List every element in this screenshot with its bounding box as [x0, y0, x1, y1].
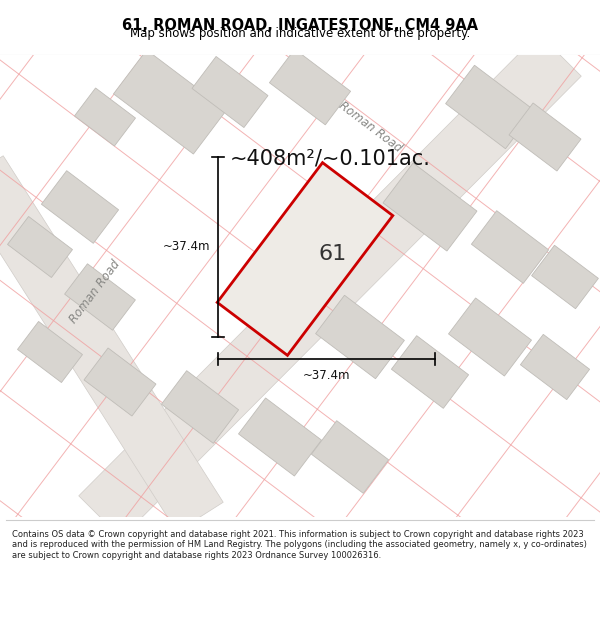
Polygon shape	[161, 371, 239, 443]
Polygon shape	[8, 216, 73, 278]
Text: 61: 61	[319, 244, 347, 264]
Polygon shape	[84, 348, 156, 416]
Polygon shape	[532, 245, 598, 309]
Polygon shape	[217, 162, 393, 356]
Text: Roman Road: Roman Road	[336, 99, 404, 155]
Polygon shape	[391, 336, 469, 408]
Polygon shape	[17, 321, 82, 382]
Text: ~37.4m: ~37.4m	[303, 369, 350, 382]
Polygon shape	[239, 398, 322, 476]
Text: Roman Road: Roman Road	[67, 258, 123, 326]
Polygon shape	[446, 65, 535, 149]
Polygon shape	[383, 163, 477, 251]
Text: 61, ROMAN ROAD, INGATESTONE, CM4 9AA: 61, ROMAN ROAD, INGATESTONE, CM4 9AA	[122, 18, 478, 32]
Text: ~37.4m: ~37.4m	[163, 241, 210, 254]
Polygon shape	[0, 156, 223, 532]
Polygon shape	[74, 88, 136, 146]
Polygon shape	[472, 211, 548, 283]
Text: Contains OS data © Crown copyright and database right 2021. This information is : Contains OS data © Crown copyright and d…	[12, 530, 587, 560]
Text: ~408m²/~0.101ac.: ~408m²/~0.101ac.	[230, 149, 430, 169]
Polygon shape	[509, 103, 581, 171]
Polygon shape	[311, 421, 389, 493]
Polygon shape	[41, 171, 119, 243]
Polygon shape	[65, 264, 136, 330]
Text: Map shows position and indicative extent of the property.: Map shows position and indicative extent…	[130, 27, 470, 39]
Polygon shape	[520, 334, 590, 399]
Polygon shape	[192, 56, 268, 128]
Polygon shape	[449, 298, 532, 376]
Polygon shape	[79, 34, 581, 538]
Polygon shape	[316, 295, 404, 379]
Polygon shape	[113, 50, 226, 154]
Polygon shape	[269, 49, 350, 125]
